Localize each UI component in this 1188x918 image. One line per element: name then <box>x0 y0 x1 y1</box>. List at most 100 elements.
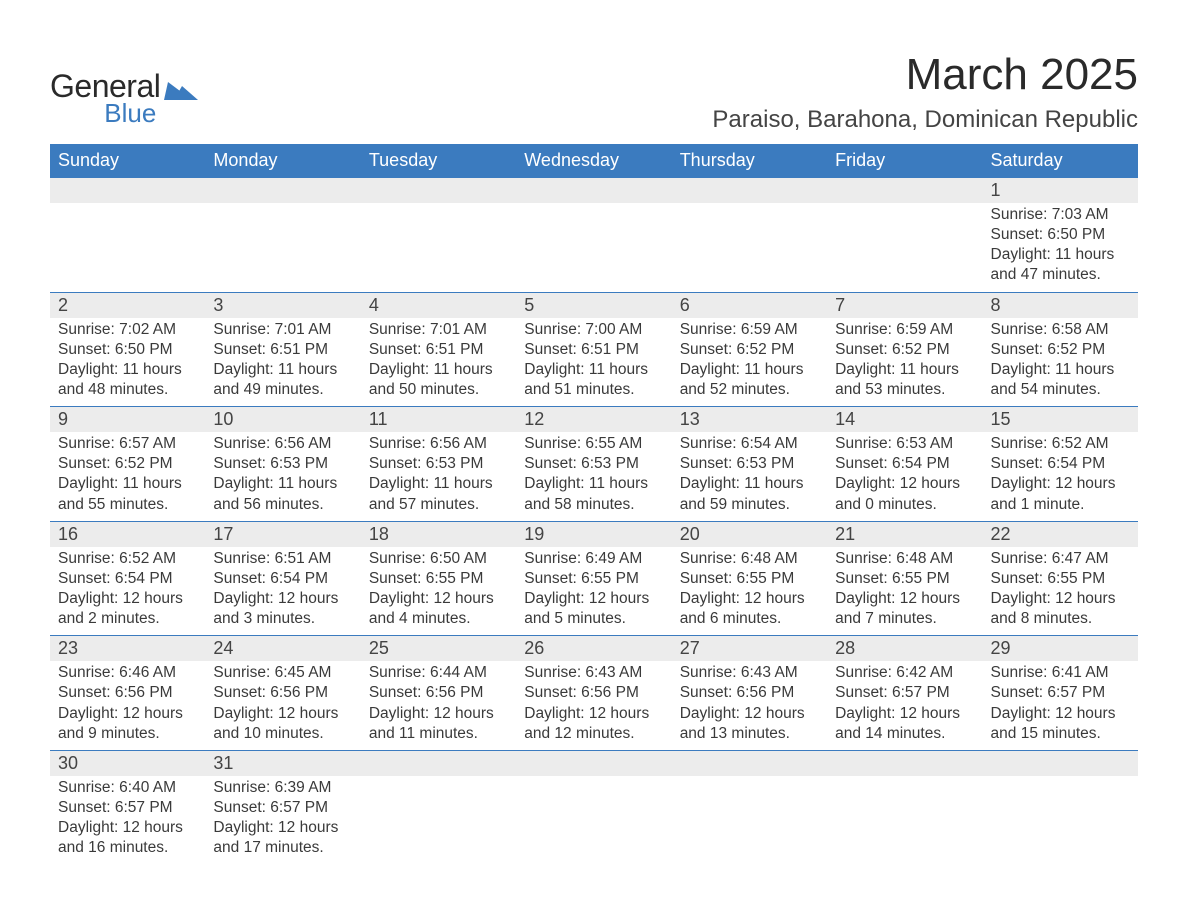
daylight-line: Daylight: 11 hours and 55 minutes. <box>58 474 197 514</box>
day-detail-cell: Sunrise: 7:01 AMSunset: 6:51 PMDaylight:… <box>205 318 360 407</box>
day-number: 10 <box>205 407 360 432</box>
sunset-line: Sunset: 6:55 PM <box>369 569 508 589</box>
day-detail-cell: Sunrise: 6:56 AMSunset: 6:53 PMDaylight:… <box>205 432 360 521</box>
day-number: 13 <box>672 407 827 432</box>
day-number: 11 <box>361 407 516 432</box>
daylight-line: Daylight: 11 hours and 48 minutes. <box>58 360 197 400</box>
day-number: 19 <box>516 522 671 547</box>
calendar-table: SundayMondayTuesdayWednesdayThursdayFrid… <box>50 144 1138 864</box>
day-detail-cell: Sunrise: 6:43 AMSunset: 6:56 PMDaylight:… <box>516 661 671 750</box>
day-number: 8 <box>983 293 1138 318</box>
empty-cell <box>672 750 827 776</box>
daylight-line: Daylight: 12 hours and 7 minutes. <box>835 589 974 629</box>
empty-cell <box>361 203 516 292</box>
daylight-line: Daylight: 11 hours and 56 minutes. <box>213 474 352 514</box>
day-detail-cell: Sunrise: 6:59 AMSunset: 6:52 PMDaylight:… <box>827 318 982 407</box>
empty-cell <box>672 178 827 204</box>
day-detail-cell: Sunrise: 6:53 AMSunset: 6:54 PMDaylight:… <box>827 432 982 521</box>
sunset-line: Sunset: 6:53 PM <box>680 454 819 474</box>
day-number: 18 <box>361 522 516 547</box>
daylight-line: Daylight: 11 hours and 54 minutes. <box>991 360 1130 400</box>
weekday-header-row: SundayMondayTuesdayWednesdayThursdayFrid… <box>50 144 1138 178</box>
day-number-cell: 11 <box>361 407 516 433</box>
sunrise-line: Sunrise: 6:43 AM <box>680 663 819 683</box>
day-number-cell: 16 <box>50 521 205 547</box>
day-number-cell: 6 <box>672 292 827 318</box>
sunrise-line: Sunrise: 6:43 AM <box>524 663 663 683</box>
day-number: 6 <box>672 293 827 318</box>
week-body-row: Sunrise: 6:57 AMSunset: 6:52 PMDaylight:… <box>50 432 1138 521</box>
sunrise-line: Sunrise: 6:47 AM <box>991 549 1130 569</box>
day-number: 29 <box>983 636 1138 661</box>
day-detail-cell: Sunrise: 6:57 AMSunset: 6:52 PMDaylight:… <box>50 432 205 521</box>
sunrise-line: Sunrise: 6:53 AM <box>835 434 974 454</box>
sunrise-line: Sunrise: 7:01 AM <box>213 320 352 340</box>
day-number-cell: 29 <box>983 636 1138 662</box>
empty-cell <box>827 178 982 204</box>
day-detail-cell: Sunrise: 6:48 AMSunset: 6:55 PMDaylight:… <box>672 547 827 636</box>
daylight-line: Daylight: 12 hours and 15 minutes. <box>991 704 1130 744</box>
day-number: 26 <box>516 636 671 661</box>
empty-cell <box>516 776 671 865</box>
sunrise-line: Sunrise: 6:58 AM <box>991 320 1130 340</box>
day-number-cell: 7 <box>827 292 982 318</box>
day-number-cell: 5 <box>516 292 671 318</box>
day-number: 16 <box>50 522 205 547</box>
daylight-line: Daylight: 11 hours and 57 minutes. <box>369 474 508 514</box>
brand-flag-icon <box>164 76 198 104</box>
daylight-line: Daylight: 11 hours and 59 minutes. <box>680 474 819 514</box>
sunset-line: Sunset: 6:54 PM <box>835 454 974 474</box>
sunrise-line: Sunrise: 6:39 AM <box>213 778 352 798</box>
weekday-header: Sunday <box>50 144 205 178</box>
sunset-line: Sunset: 6:53 PM <box>524 454 663 474</box>
sunrise-line: Sunrise: 6:41 AM <box>991 663 1130 683</box>
empty-cell <box>983 750 1138 776</box>
week-body-row: Sunrise: 6:52 AMSunset: 6:54 PMDaylight:… <box>50 547 1138 636</box>
daylight-line: Daylight: 12 hours and 17 minutes. <box>213 818 352 858</box>
empty-cell <box>672 776 827 865</box>
sunset-line: Sunset: 6:51 PM <box>213 340 352 360</box>
sunset-line: Sunset: 6:56 PM <box>369 683 508 703</box>
sunrise-line: Sunrise: 6:52 AM <box>991 434 1130 454</box>
sunrise-line: Sunrise: 7:01 AM <box>369 320 508 340</box>
weekday-header: Thursday <box>672 144 827 178</box>
day-number-cell: 10 <box>205 407 360 433</box>
calendar-body: 1Sunrise: 7:03 AMSunset: 6:50 PMDaylight… <box>50 178 1138 865</box>
empty-cell <box>361 776 516 865</box>
sunrise-line: Sunrise: 6:48 AM <box>835 549 974 569</box>
sunrise-line: Sunrise: 6:56 AM <box>369 434 508 454</box>
day-number-cell: 27 <box>672 636 827 662</box>
empty-cell <box>516 178 671 204</box>
daylight-line: Daylight: 11 hours and 53 minutes. <box>835 360 974 400</box>
sunset-line: Sunset: 6:57 PM <box>213 798 352 818</box>
day-number: 17 <box>205 522 360 547</box>
daylight-line: Daylight: 11 hours and 51 minutes. <box>524 360 663 400</box>
weekday-header: Wednesday <box>516 144 671 178</box>
day-detail-cell: Sunrise: 6:41 AMSunset: 6:57 PMDaylight:… <box>983 661 1138 750</box>
day-number: 21 <box>827 522 982 547</box>
week-number-row: 2345678 <box>50 292 1138 318</box>
sunrise-line: Sunrise: 6:44 AM <box>369 663 508 683</box>
week-number-row: 9101112131415 <box>50 407 1138 433</box>
day-detail-cell: Sunrise: 7:00 AMSunset: 6:51 PMDaylight:… <box>516 318 671 407</box>
sunset-line: Sunset: 6:50 PM <box>58 340 197 360</box>
title-block: March 2025 Paraiso, Barahona, Dominican … <box>712 40 1138 134</box>
day-number: 3 <box>205 293 360 318</box>
day-number-cell: 4 <box>361 292 516 318</box>
day-number-cell: 12 <box>516 407 671 433</box>
empty-cell <box>205 203 360 292</box>
location: Paraiso, Barahona, Dominican Republic <box>712 106 1138 134</box>
brand-logo: General Blue <box>50 40 198 126</box>
daylight-line: Daylight: 12 hours and 14 minutes. <box>835 704 974 744</box>
empty-cell <box>516 750 671 776</box>
daylight-line: Daylight: 11 hours and 52 minutes. <box>680 360 819 400</box>
sunset-line: Sunset: 6:57 PM <box>835 683 974 703</box>
week-number-row: 16171819202122 <box>50 521 1138 547</box>
daylight-line: Daylight: 12 hours and 3 minutes. <box>213 589 352 629</box>
day-number: 15 <box>983 407 1138 432</box>
day-detail-cell: Sunrise: 6:54 AMSunset: 6:53 PMDaylight:… <box>672 432 827 521</box>
sunset-line: Sunset: 6:51 PM <box>524 340 663 360</box>
day-detail-cell: Sunrise: 6:56 AMSunset: 6:53 PMDaylight:… <box>361 432 516 521</box>
sunrise-line: Sunrise: 6:52 AM <box>58 549 197 569</box>
daylight-line: Daylight: 12 hours and 5 minutes. <box>524 589 663 629</box>
